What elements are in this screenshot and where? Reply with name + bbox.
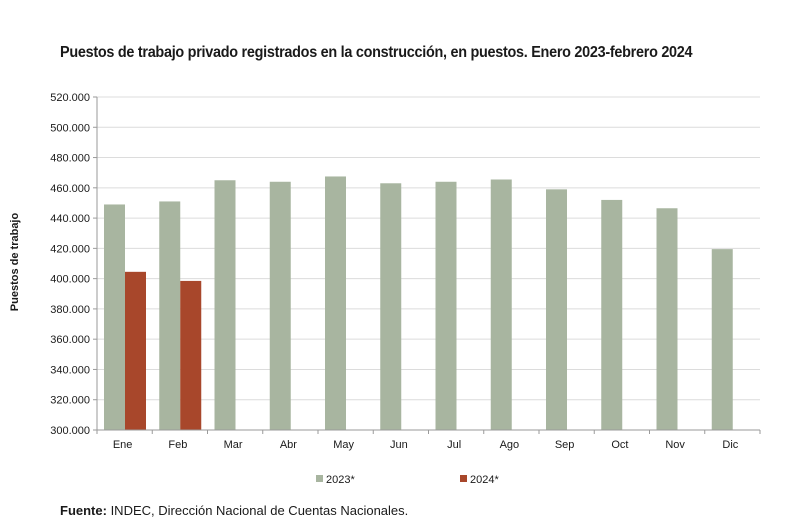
source-label: Fuente: [60, 503, 107, 518]
bar-2024 [180, 280, 202, 430]
bar-2023 [104, 204, 125, 430]
y-tick-label: 300.000 [50, 425, 90, 437]
gridlines [97, 96, 760, 401]
x-tick-label: Jun [390, 439, 408, 451]
bar-2023 [601, 199, 623, 430]
x-tick-label: Jul [447, 439, 461, 451]
legend-swatch [460, 475, 467, 482]
x-tick-label: Mar [224, 439, 243, 451]
bar-2023 [380, 183, 402, 430]
x-axis-ticks: Ene Feb Mar Abr May Jun Jul Ago Sep Oct Nov Dic [96, 430, 761, 451]
bar-2023 [711, 249, 733, 430]
bar-2023 [269, 181, 291, 430]
y-tick-label: 480.000 [50, 153, 90, 165]
chart-title: Puestos de trabajo privado registrados e… [60, 44, 693, 61]
x-tick-label: Dic [722, 439, 738, 451]
x-tick-label: Oct [611, 439, 628, 451]
bar-2023 [325, 176, 346, 430]
bar-2023 [159, 201, 181, 430]
y-tick-label: 400.000 [50, 274, 90, 286]
bar-2023 [435, 181, 457, 430]
source-text: INDEC, Dirección Nacional de Cuentas Nac… [106, 503, 409, 518]
y-axis-ticks: 300.000 320.000 340.000 360.000 380.000 400.0… [50, 92, 97, 437]
y-tick-label: 500.000 [50, 122, 90, 134]
y-tick-label: 460.000 [50, 183, 90, 195]
x-tick-label: Nov [665, 439, 685, 451]
x-tick-label: Ago [500, 439, 520, 451]
bar-2023 [490, 179, 512, 430]
bar-2023 [546, 189, 567, 430]
bar-2024 [125, 271, 146, 430]
x-tick-label: Ene [113, 439, 133, 451]
legend-label: 2024* [470, 474, 499, 486]
legend: 2023* 2024* [316, 474, 499, 486]
y-tick-label: 340.000 [50, 364, 90, 376]
legend-label: 2023* [326, 474, 355, 486]
y-tick-label: 420.000 [50, 243, 90, 255]
y-tick-label: 520.000 [50, 92, 90, 104]
x-tick-label: Abr [280, 439, 297, 451]
bar-2023 [214, 180, 236, 430]
bar-2023 [656, 208, 678, 430]
y-tick-label: 360.000 [50, 334, 90, 346]
x-tick-label: May [333, 439, 354, 451]
y-axis-label: Puestos de trabajo [9, 213, 21, 312]
bars [104, 176, 733, 430]
source-note: Fuente: INDEC, Dirección Nacional de Cue… [60, 503, 408, 518]
y-tick-label: 440.000 [50, 213, 90, 225]
y-tick-label: 380.000 [50, 304, 90, 316]
x-tick-label: Feb [168, 439, 187, 451]
legend-swatch [316, 475, 323, 482]
y-tick-label: 320.000 [50, 395, 90, 407]
x-tick-label: Sep [555, 439, 575, 451]
